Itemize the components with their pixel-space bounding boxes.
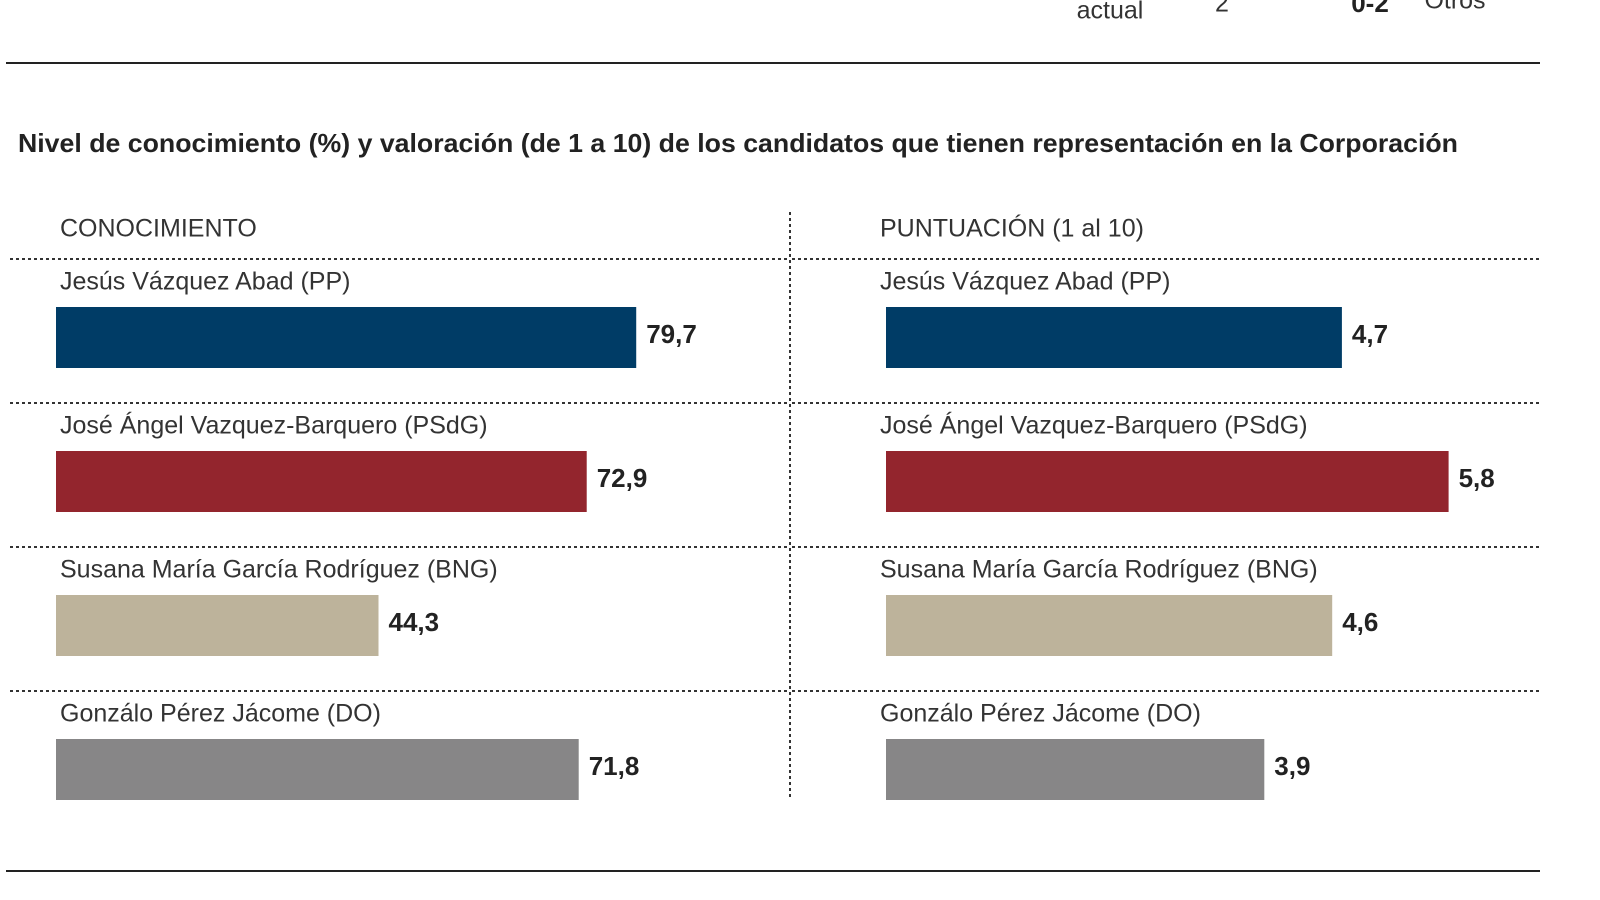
bar [56, 307, 637, 368]
value-label: 4,7 [1352, 319, 1388, 349]
value-label: 5,8 [1459, 463, 1495, 493]
category-label: Jesús Vázquez Abad (PP) [880, 268, 1170, 296]
bar [56, 451, 587, 512]
header-fragment: 2 [1215, 0, 1229, 18]
category-label: Susana María García Rodríguez (BNG) [60, 556, 498, 584]
bar [886, 595, 1333, 656]
category-label: José Ángel Vazquez-Barquero (PSdG) [60, 411, 488, 440]
value-label: 71,8 [589, 751, 640, 781]
bar [886, 739, 1265, 800]
bar [886, 451, 1449, 512]
category-label: Gonzálo Pérez Jácome (DO) [880, 700, 1201, 728]
panel-title: CONOCIMIENTO [60, 215, 257, 243]
panel-title: PUNTUACIÓN (1 al 10) [880, 214, 1144, 243]
category-label: José Ángel Vazquez-Barquero (PSdG) [880, 411, 1308, 440]
category-label: Susana María García Rodríguez (BNG) [880, 556, 1318, 584]
bar [56, 739, 579, 800]
category-label: Jesús Vázquez Abad (PP) [60, 268, 350, 296]
value-label: 79,7 [646, 319, 697, 349]
value-label: 72,9 [597, 463, 648, 493]
value-label: 3,9 [1274, 751, 1310, 781]
bar [886, 307, 1342, 368]
category-label: Gonzálo Pérez Jácome (DO) [60, 700, 381, 728]
value-label: 44,3 [389, 607, 440, 637]
header-fragment: actual [1077, 0, 1144, 25]
header-fragment: 0-2 [1351, 0, 1389, 18]
header-fragment: Otros [1424, 0, 1485, 15]
chart-title: Nivel de conocimiento (%) y valoración (… [18, 128, 1458, 158]
bar [56, 595, 379, 656]
value-label: 4,6 [1342, 607, 1378, 637]
